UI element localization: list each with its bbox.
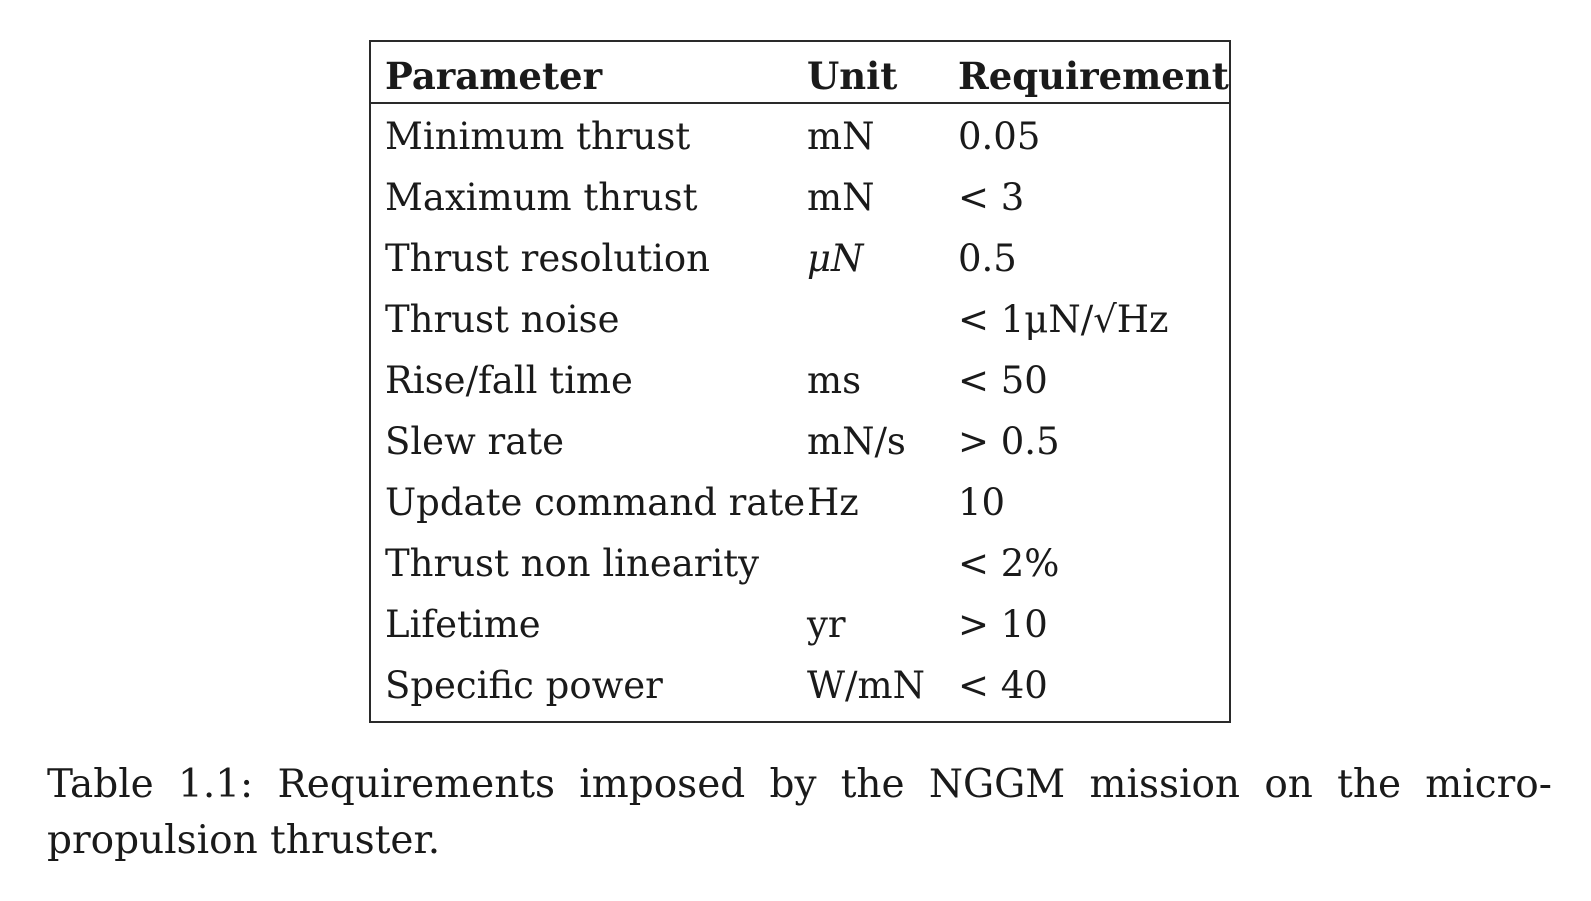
cell-parameter: Minimum thrust <box>385 115 691 158</box>
cell-parameter: Maximum thrust <box>385 176 698 219</box>
requirements-table: Parameter Unit Requirement Minimum thrus… <box>369 40 1231 723</box>
cell-parameter: Update command rate <box>385 481 806 524</box>
caption-word: on <box>1264 762 1313 807</box>
cell-parameter: Slew rate <box>385 420 565 463</box>
cell-parameter: Thrust non linearity <box>385 542 760 585</box>
caption-word: Table <box>47 762 154 807</box>
cell-requirement: < 3 <box>958 176 1025 219</box>
table-row: Thrust noise < 1μN/√Hz <box>371 287 1229 349</box>
cell-requirement: < 2% <box>958 542 1060 585</box>
cell-parameter: Lifetime <box>385 603 541 646</box>
caption-word: imposed <box>579 762 746 807</box>
header-unit: Unit <box>807 54 898 98</box>
cell-unit: mN/s <box>807 420 906 463</box>
header-requirement: Requirement <box>958 54 1229 98</box>
caption-word: the <box>840 762 905 807</box>
cell-requirement: < 50 <box>958 359 1048 402</box>
cell-requirement: < 1μN/√Hz <box>958 298 1169 341</box>
caption-word: by <box>769 762 817 807</box>
cell-requirement: > 10 <box>958 603 1048 646</box>
cell-unit: yr <box>807 603 846 646</box>
caption-word: mission <box>1089 762 1241 807</box>
cell-unit: mN <box>807 176 875 219</box>
cell-parameter: Thrust noise <box>385 298 620 341</box>
table-row: Maximum thrust mN < 3 <box>371 165 1229 227</box>
table-row: Lifetime yr > 10 <box>371 592 1229 654</box>
cell-parameter: Rise/fall time <box>385 359 633 402</box>
cell-requirement: > 0.5 <box>958 420 1060 463</box>
caption-word: NGGM <box>928 762 1066 807</box>
table-row: Minimum thrust mN 0.05 <box>371 104 1229 166</box>
cell-requirement: 0.5 <box>958 237 1017 280</box>
cell-requirement: 0.05 <box>958 115 1041 158</box>
cell-unit: mN <box>807 115 875 158</box>
header-parameter: Parameter <box>385 54 603 98</box>
cell-requirement: < 40 <box>958 664 1048 707</box>
table-row: Slew rate mN/s > 0.5 <box>371 409 1229 471</box>
caption-line-2: propulsion thruster. <box>47 818 441 863</box>
table-row: Rise/fall time ms < 50 <box>371 348 1229 410</box>
cell-unit: ms <box>807 359 862 402</box>
cell-unit: W/mN <box>807 664 925 707</box>
caption-word: 1.1: <box>178 762 254 807</box>
cell-parameter: Thrust resolution <box>385 237 710 280</box>
cell-unit: μN <box>807 237 864 280</box>
table-row: Update command rate Hz 10 <box>371 470 1229 532</box>
table-header-row: Parameter Unit Requirement <box>371 42 1229 104</box>
caption-word: the <box>1337 762 1402 807</box>
table-row: Specific power W/mN < 40 <box>371 653 1229 715</box>
cell-unit: Hz <box>807 481 859 524</box>
caption-line-1: Table 1.1: Requirements imposed by the N… <box>47 757 1552 813</box>
caption-word: micro- <box>1425 762 1552 807</box>
table-row: Thrust resolution μN 0.5 <box>371 226 1229 288</box>
caption-word: Requirements <box>277 762 556 807</box>
table-caption: Table 1.1: Requirements imposed by the N… <box>47 757 1552 869</box>
cell-parameter: Specific power <box>385 664 663 707</box>
cell-requirement: 10 <box>958 481 1006 524</box>
table-row: Thrust non linearity < 2% <box>371 531 1229 593</box>
